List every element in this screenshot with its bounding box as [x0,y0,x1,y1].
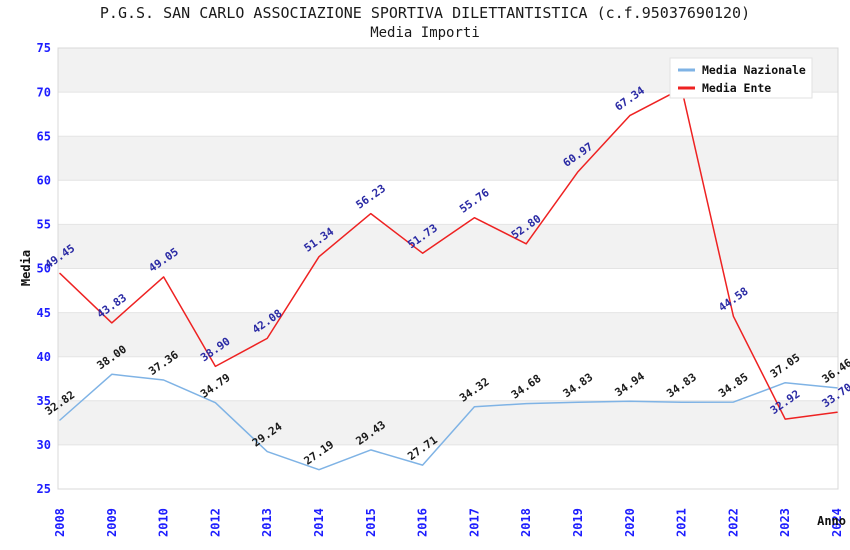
x-tick-label: 2012 [208,508,222,537]
legend: Media Nazionale Media Ente [669,57,813,99]
legend-label-media-nazionale: Media Nazionale [702,63,806,77]
y-tick-label: 50 [37,262,51,276]
x-tick-label: 2008 [53,508,67,537]
y-tick-label: 30 [37,438,51,452]
series-line-media-ente [59,87,838,420]
x-tick-label: 2023 [778,508,792,537]
x-tick-label: 2018 [519,508,533,537]
y-axis-title: Media [19,250,33,286]
legend-label-media-ente: Media Ente [702,81,771,95]
x-tick-label: 2010 [157,508,171,537]
x-tick-label: 2015 [364,508,378,537]
chart-title: P.G.S. SAN CARLO ASSOCIAZIONE SPORTIVA D… [99,4,751,22]
x-tick-label: 2022 [726,508,740,537]
series-line-media-nazionale [59,373,838,471]
y-axis-ticks: 25 30 35 40 45 50 55 60 65 70 75 [37,41,51,496]
x-tick-label: 2024 [830,508,844,537]
x-axis-ticks: 2008 2009 2010 2012 2013 2014 2015 2016 2017 2018… [53,508,844,537]
plot-border [57,47,839,490]
y-tick-label: 25 [37,482,51,496]
y-tick-label: 55 [37,218,51,232]
x-axis-title: Anno [817,514,846,528]
y-tick-label: 65 [37,129,51,143]
x-tick-label: 2021 [675,508,689,537]
x-tick-label: 2017 [467,508,481,537]
x-tick-label: 2013 [260,508,274,537]
y-tick-label: 35 [37,394,51,408]
y-tick-label: 75 [37,41,51,55]
y-tick-label: 45 [37,306,51,320]
x-tick-label: 2016 [416,508,430,537]
x-tick-label: 2014 [312,508,326,537]
x-tick-label: 2020 [623,508,637,537]
y-tick-label: 60 [37,174,51,188]
chart-subtitle: Media Importi [370,25,480,41]
x-tick-label: 2009 [105,508,119,537]
y-tick-label: 70 [37,85,51,99]
y-tick-label: 40 [37,350,51,364]
x-tick-label: 2019 [571,508,585,537]
legend-box [669,57,813,99]
